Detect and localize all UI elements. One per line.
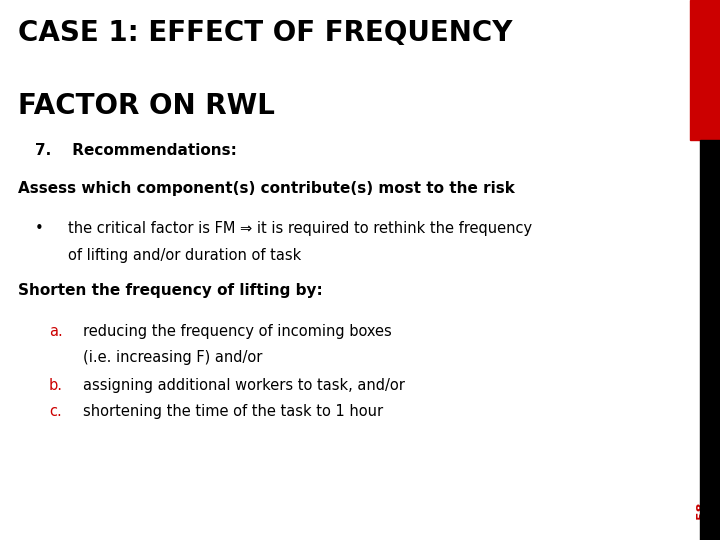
Text: a.: a. (49, 324, 63, 339)
Text: 7.    Recommendations:: 7. Recommendations: (35, 143, 236, 158)
Text: the critical factor is FM ⇒ it is required to rethink the frequency: the critical factor is FM ⇒ it is requir… (68, 221, 533, 237)
Text: Assess which component(s) contribute(s) most to the risk: Assess which component(s) contribute(s) … (18, 181, 515, 196)
Text: reducing the frequency of incoming boxes: reducing the frequency of incoming boxes (83, 324, 392, 339)
Text: of lifting and/or duration of task: of lifting and/or duration of task (68, 248, 302, 264)
Text: 58: 58 (696, 502, 708, 519)
Text: c.: c. (49, 404, 62, 419)
Text: shortening the time of the task to 1 hour: shortening the time of the task to 1 hou… (83, 404, 383, 419)
Text: CASE 1: EFFECT OF FREQUENCY: CASE 1: EFFECT OF FREQUENCY (18, 19, 513, 47)
Text: b.: b. (49, 378, 63, 393)
Text: assigning additional workers to task, and/or: assigning additional workers to task, an… (83, 378, 405, 393)
Text: •: • (35, 221, 43, 237)
Text: FACTOR ON RWL: FACTOR ON RWL (18, 92, 275, 120)
Text: (i.e. increasing F) and/or: (i.e. increasing F) and/or (83, 350, 262, 365)
Text: Shorten the frequency of lifting by:: Shorten the frequency of lifting by: (18, 284, 323, 299)
